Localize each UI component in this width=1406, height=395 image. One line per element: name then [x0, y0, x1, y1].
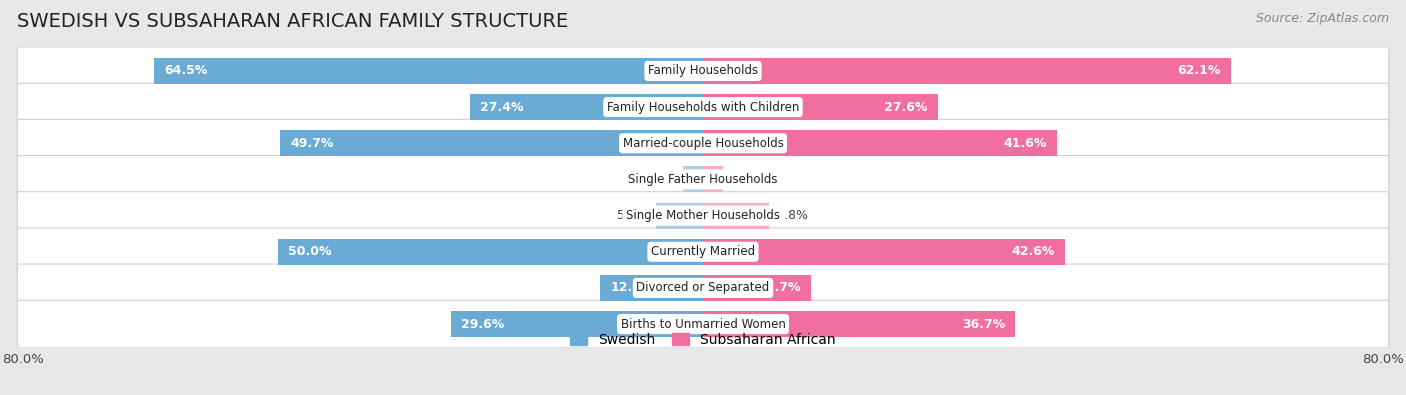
Bar — [451, 311, 703, 337]
Bar — [600, 275, 703, 301]
Bar — [703, 58, 1232, 84]
Legend: Swedish, Subsaharan African: Swedish, Subsaharan African — [571, 333, 835, 347]
Text: Births to Unmarried Women: Births to Unmarried Women — [620, 318, 786, 331]
FancyBboxPatch shape — [17, 264, 1389, 312]
Text: 7.8%: 7.8% — [776, 209, 808, 222]
Bar — [703, 166, 724, 192]
Text: 29.6%: 29.6% — [461, 318, 505, 331]
Text: 27.6%: 27.6% — [884, 101, 928, 114]
Text: Family Households: Family Households — [648, 64, 758, 77]
Bar — [280, 130, 703, 156]
Text: SWEDISH VS SUBSAHARAN AFRICAN FAMILY STRUCTURE: SWEDISH VS SUBSAHARAN AFRICAN FAMILY STR… — [17, 12, 568, 31]
Text: 2.3%: 2.3% — [645, 173, 676, 186]
Text: 41.6%: 41.6% — [1004, 137, 1046, 150]
Bar — [683, 166, 703, 192]
Text: 49.7%: 49.7% — [291, 137, 333, 150]
Bar — [703, 311, 1015, 337]
Text: 64.5%: 64.5% — [165, 64, 208, 77]
FancyBboxPatch shape — [17, 228, 1389, 276]
Text: 12.1%: 12.1% — [610, 281, 654, 294]
Bar — [278, 239, 703, 265]
FancyBboxPatch shape — [17, 156, 1389, 203]
Text: 27.4%: 27.4% — [481, 101, 523, 114]
Text: Married-couple Households: Married-couple Households — [623, 137, 783, 150]
FancyBboxPatch shape — [17, 119, 1389, 167]
Text: Single Father Households: Single Father Households — [628, 173, 778, 186]
Bar — [657, 203, 703, 229]
Bar — [703, 275, 811, 301]
Text: 5.5%: 5.5% — [617, 209, 650, 222]
Bar — [155, 58, 703, 84]
Text: Divorced or Separated: Divorced or Separated — [637, 281, 769, 294]
Text: 42.6%: 42.6% — [1012, 245, 1054, 258]
FancyBboxPatch shape — [17, 192, 1389, 239]
Text: 50.0%: 50.0% — [288, 245, 332, 258]
Bar — [703, 203, 769, 229]
Text: Single Mother Households: Single Mother Households — [626, 209, 780, 222]
Text: 12.7%: 12.7% — [758, 281, 801, 294]
Text: 2.4%: 2.4% — [730, 173, 762, 186]
Text: Source: ZipAtlas.com: Source: ZipAtlas.com — [1256, 12, 1389, 25]
Text: 36.7%: 36.7% — [962, 318, 1005, 331]
FancyBboxPatch shape — [17, 83, 1389, 131]
FancyBboxPatch shape — [17, 300, 1389, 348]
Bar — [703, 130, 1057, 156]
Text: 62.1%: 62.1% — [1178, 64, 1220, 77]
Text: Currently Married: Currently Married — [651, 245, 755, 258]
Bar — [703, 94, 938, 120]
Text: Family Households with Children: Family Households with Children — [607, 101, 799, 114]
Bar — [470, 94, 703, 120]
Bar — [703, 239, 1066, 265]
FancyBboxPatch shape — [17, 47, 1389, 95]
